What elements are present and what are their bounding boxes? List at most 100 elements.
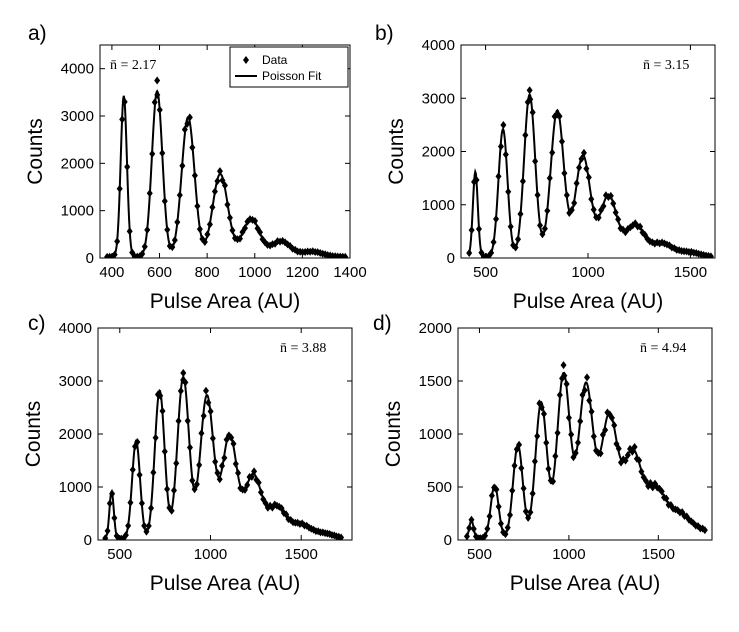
data-point [470,524,477,533]
data-point [216,167,223,176]
data-point [169,243,176,252]
data-point [573,179,580,188]
data-point [495,172,502,181]
data-point [500,121,507,130]
data-point [149,149,156,158]
data-point [186,113,193,122]
data-point [526,86,533,95]
y-tick-label: 0 [86,250,94,267]
data-point [463,532,470,540]
y-tick-label: 4000 [61,61,94,78]
data-point [159,406,166,415]
y-tick-label: 1000 [422,197,455,214]
data-point [184,416,191,425]
data-point [161,447,168,456]
data-point [475,224,482,233]
data-point [563,379,570,388]
y-axis-label: Counts [22,401,45,468]
data-point [636,456,643,465]
data-point [251,467,258,476]
legend: Data Poisson Fit [229,46,349,88]
data-point [539,230,546,239]
data-point [588,195,595,204]
axes-box [97,327,353,541]
data-point [543,438,550,447]
data-point [578,154,585,163]
data-point [189,143,196,152]
data-point [478,248,485,257]
data-point [248,472,255,481]
data-point [119,115,126,124]
data-point [511,461,518,470]
x-tick-label: 1000 [238,264,271,281]
poisson-fit-line [466,371,706,540]
plot-area [102,369,345,540]
data-point [493,485,500,494]
data-point [141,521,148,530]
data-point [232,459,239,468]
data-point [517,210,524,219]
panel-d: 0 500 1000 1500 2000 500 1000 1500 Pulse Area (A… [373,312,713,595]
legend-marker-diamond-icon [243,56,249,64]
data-point [161,197,168,206]
data-point [136,470,143,479]
data-point [235,468,242,477]
data-point [122,531,129,540]
y-tick-label: 500 [427,479,452,496]
data-point [518,464,525,473]
y-tick-label: 2000 [61,155,94,172]
data-point [198,429,205,438]
x-tick-label: 1000 [552,546,585,563]
data-point [610,199,617,208]
data-point [216,475,223,484]
data-point [201,237,208,246]
data-point [485,252,492,258]
data-point [549,148,556,157]
data-point [560,361,567,370]
mean-photon-number: n̄ = 2.17 [110,58,156,73]
x-tick-label: 500 [467,546,492,563]
data-point [612,208,619,217]
data-point [607,191,614,200]
data-point [116,184,123,193]
data-point [124,162,131,171]
y-axis-label: Counts [385,118,408,185]
data-point [561,169,568,178]
data-point [522,131,529,140]
y-tick-label: 3000 [422,90,455,107]
y-tick-label: 1000 [419,426,452,443]
data-point [156,105,163,114]
legend-box [229,46,349,88]
data-point [106,499,113,508]
data-point [502,530,509,539]
data-point [486,512,493,521]
data-point [502,150,509,159]
data-point [507,222,514,231]
data-point [205,398,212,407]
data-point [148,504,155,513]
x-axis-label: Pulse Area (AU) [150,572,301,595]
data-point [151,98,158,107]
data-point [519,177,526,186]
data-point [473,176,480,185]
data-point [497,519,504,528]
data-point [150,468,157,477]
data-point [497,142,504,151]
data-point [488,248,495,257]
data-point [563,191,570,200]
y-tick-label: 0 [444,532,452,549]
data-point [193,480,200,489]
data-point [544,206,551,215]
data-point [146,189,153,198]
data-point [586,396,593,405]
data-point [209,434,216,443]
data-point [145,521,152,530]
data-point [209,203,216,212]
data-point [157,391,164,400]
data-point [585,173,592,182]
data-point [572,449,579,458]
data-point [522,507,529,516]
data-point [658,487,665,496]
data-point [516,440,523,449]
y-tick-label: 1000 [61,203,94,220]
